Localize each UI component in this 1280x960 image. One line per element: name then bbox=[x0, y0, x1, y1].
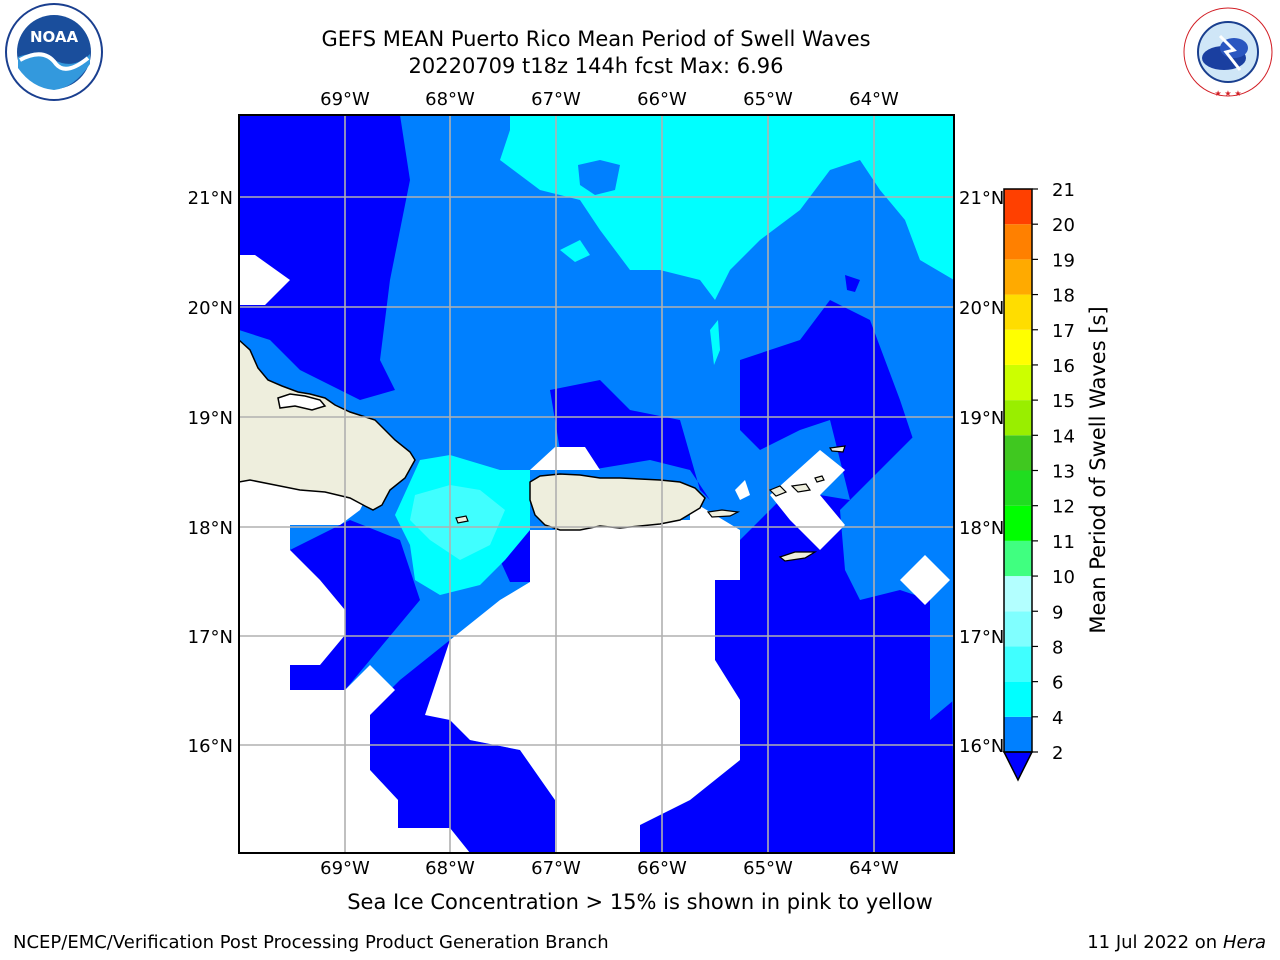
colorbar-tick-label: 17 bbox=[1052, 321, 1075, 342]
svg-text:★ ★ ★: ★ ★ ★ bbox=[1214, 89, 1241, 98]
contour-cyan-small2 bbox=[710, 320, 720, 365]
lat-label-right-16n: 16°N bbox=[959, 736, 1004, 757]
map-subtitle: 20220709 t18z 144h fcst Max: 6.96 bbox=[408, 54, 784, 78]
contour-deep-blue-sliver bbox=[500, 530, 530, 582]
land-st-croix bbox=[778, 551, 818, 562]
nws-logo: ★ ★ ★ bbox=[1181, 5, 1275, 99]
contour-cyan-north bbox=[500, 115, 954, 300]
footer-date: 11 Jul 2022 on Hera bbox=[1087, 932, 1266, 953]
colorbar-tick-label: 2 bbox=[1052, 743, 1063, 764]
colorbar-segment bbox=[1004, 576, 1032, 612]
lat-label-left-20n: 20°N bbox=[188, 298, 233, 319]
lat-label-left-18n: 18°N bbox=[188, 518, 233, 539]
colorbar-segment bbox=[1004, 681, 1032, 717]
colorbar-tick-label: 12 bbox=[1052, 497, 1075, 518]
noaa-logo: NOAA bbox=[5, 3, 103, 101]
colorbar: 2 4 6 8 9 10 11 12 13 14 15 16 17 18 19 20 21 bbox=[1002, 180, 1075, 782]
colorbar-tick-label: 8 bbox=[1052, 637, 1063, 658]
colorbar-tick-label: 21 bbox=[1052, 180, 1075, 201]
colorbar-tick-label: 15 bbox=[1052, 391, 1075, 412]
lat-label-left-16n: 16°N bbox=[188, 736, 233, 757]
colorbar-tick-label: 20 bbox=[1052, 215, 1075, 236]
colorbar-tick-label: 13 bbox=[1052, 462, 1075, 483]
colorbar-segment bbox=[1004, 400, 1032, 436]
contour-cyan-small1 bbox=[560, 240, 590, 262]
nodata-nw bbox=[239, 255, 290, 305]
colorbar-tick-label: 9 bbox=[1052, 602, 1063, 623]
lon-label-bottom-65w: 65°W bbox=[743, 858, 793, 879]
colorbar-tick-label: 14 bbox=[1052, 426, 1075, 447]
colorbar-tick-label: 16 bbox=[1052, 356, 1075, 377]
land-mona bbox=[455, 515, 469, 524]
land-virgin-islands bbox=[768, 475, 825, 497]
lon-label-bottom-64w: 64°W bbox=[849, 858, 899, 879]
map-title: GEFS MEAN Puerto Rico Mean Period of Swe… bbox=[321, 27, 871, 51]
lon-label-top-64w: 64°W bbox=[849, 89, 899, 110]
lon-label-bottom-67w: 67°W bbox=[531, 858, 581, 879]
colorbar-segment bbox=[1004, 435, 1032, 471]
contour-deep-blue-east bbox=[640, 300, 954, 853]
lon-label-top-69w: 69°W bbox=[320, 89, 370, 110]
colorbar-segment bbox=[1004, 470, 1032, 506]
colorbar-segment bbox=[1004, 329, 1032, 365]
noaa-logo-text: NOAA bbox=[30, 28, 79, 46]
colorbar-tick-label: 11 bbox=[1052, 532, 1075, 553]
colorbar-segment bbox=[1004, 646, 1032, 682]
colorbar-segment bbox=[1004, 364, 1032, 401]
contour-blue-hole2 bbox=[845, 275, 860, 292]
map-gridlines bbox=[239, 115, 954, 853]
footer-credit: NCEP/EMC/Verification Post Processing Pr… bbox=[13, 932, 609, 953]
lon-label-bottom-66w: 66°W bbox=[637, 858, 687, 879]
colorbar-segment bbox=[1004, 259, 1032, 295]
nodata-islands-east bbox=[770, 450, 845, 550]
lat-label-right-17n: 17°N bbox=[959, 627, 1004, 648]
footer-date-text: 11 Jul 2022 on bbox=[1087, 932, 1223, 953]
lat-label-left-17n: 17°N bbox=[188, 627, 233, 648]
lon-label-bottom-68w: 68°W bbox=[425, 858, 475, 879]
lat-label-right-19n: 19°N bbox=[959, 408, 1004, 429]
colorbar-tick-label: 10 bbox=[1052, 567, 1075, 588]
sea-ice-caption: Sea Ice Concentration > 15% is shown in … bbox=[347, 890, 933, 914]
colorbar-tick-label: 19 bbox=[1052, 250, 1075, 271]
colorbar-label: Mean Period of Swell Waves [s] bbox=[1086, 306, 1110, 633]
footer-host: Hera bbox=[1222, 932, 1266, 953]
colorbar-segment bbox=[1004, 224, 1032, 260]
contour-deep-blue-nw bbox=[239, 115, 410, 400]
map-frame bbox=[238, 114, 955, 854]
land-vieques bbox=[706, 509, 741, 518]
colorbar-tick-label: 4 bbox=[1052, 708, 1063, 729]
lon-label-top-68w: 68°W bbox=[425, 89, 475, 110]
lat-label-left-19n: 19°N bbox=[188, 408, 233, 429]
lat-label-right-21n: 21°N bbox=[959, 188, 1004, 209]
colorbar-tick-label: 6 bbox=[1052, 673, 1063, 694]
land-hispaniola bbox=[238, 338, 416, 511]
colorbar-extend-arrow bbox=[1002, 751, 1034, 782]
colorbar-segment bbox=[1004, 189, 1032, 225]
contour-mid-blue-east bbox=[840, 430, 954, 720]
nodata-pr-east bbox=[735, 480, 750, 500]
nodata-pr-north bbox=[530, 447, 600, 470]
land-hispaniola-coast bbox=[277, 393, 327, 411]
contour-deep-blue-south bbox=[370, 640, 555, 853]
colorbar-segment bbox=[1004, 611, 1032, 647]
colorbar-segment bbox=[1004, 505, 1032, 541]
colorbar-tick-label: 18 bbox=[1052, 286, 1075, 307]
land-small-isle bbox=[828, 445, 846, 453]
nodata-sw bbox=[239, 525, 470, 853]
colorbar-segment bbox=[1004, 294, 1032, 330]
lat-label-left-21n: 21°N bbox=[188, 188, 233, 209]
lon-label-top-67w: 67°W bbox=[531, 89, 581, 110]
lon-label-top-66w: 66°W bbox=[637, 89, 687, 110]
lon-label-bottom-69w: 69°W bbox=[320, 858, 370, 879]
lat-label-right-18n: 18°N bbox=[959, 518, 1004, 539]
colorbar-segment bbox=[1004, 540, 1032, 577]
lon-label-top-65w: 65°W bbox=[743, 89, 793, 110]
contour-blue-hole bbox=[578, 160, 620, 195]
lat-label-right-20n: 20°N bbox=[959, 298, 1004, 319]
colorbar-segment bbox=[1004, 716, 1032, 752]
nodata-far-east bbox=[900, 555, 950, 605]
